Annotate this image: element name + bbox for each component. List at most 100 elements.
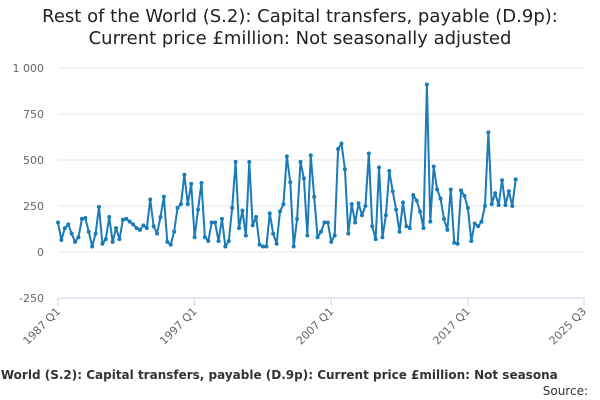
data-point[interactable]	[206, 238, 211, 243]
data-point[interactable]	[414, 198, 419, 203]
data-point[interactable]	[448, 187, 453, 192]
data-point[interactable]	[349, 202, 354, 207]
data-point[interactable]	[503, 203, 508, 208]
data-point[interactable]	[260, 244, 265, 249]
data-point[interactable]	[202, 235, 207, 240]
data-point[interactable]	[438, 196, 443, 201]
data-point[interactable]	[370, 224, 375, 229]
data-point[interactable]	[322, 220, 327, 225]
data-point[interactable]	[298, 159, 303, 164]
data-point[interactable]	[363, 204, 368, 208]
data-point[interactable]	[366, 151, 371, 156]
data-point[interactable]	[308, 153, 313, 158]
data-point[interactable]	[472, 221, 477, 226]
data-point[interactable]	[506, 189, 511, 194]
data-point[interactable]	[459, 188, 464, 193]
data-point[interactable]	[240, 208, 245, 213]
data-point[interactable]	[312, 194, 317, 199]
data-point[interactable]	[394, 207, 399, 212]
data-point[interactable]	[161, 194, 166, 199]
data-point[interactable]	[274, 241, 279, 246]
data-point[interactable]	[332, 233, 337, 238]
data-point[interactable]	[73, 239, 78, 244]
data-point[interactable]	[86, 229, 91, 234]
data-point[interactable]	[117, 237, 122, 242]
data-point[interactable]	[441, 216, 446, 221]
data-point[interactable]	[390, 189, 395, 194]
data-point[interactable]	[257, 242, 262, 247]
data-point[interactable]	[325, 220, 330, 225]
data-point[interactable]	[103, 237, 108, 242]
data-point[interactable]	[445, 227, 450, 232]
data-point[interactable]	[418, 209, 423, 214]
data-point[interactable]	[356, 201, 361, 206]
data-point[interactable]	[291, 244, 296, 249]
data-point[interactable]	[223, 244, 228, 249]
data-point[interactable]	[513, 177, 518, 182]
data-point[interactable]	[158, 215, 163, 220]
data-point[interactable]	[175, 205, 180, 210]
data-point[interactable]	[79, 216, 84, 221]
data-point[interactable]	[243, 233, 248, 238]
data-point[interactable]	[500, 178, 505, 183]
data-point[interactable]	[155, 231, 160, 236]
data-point[interactable]	[305, 233, 310, 238]
data-point[interactable]	[114, 226, 119, 231]
data-point[interactable]	[455, 241, 460, 246]
data-point[interactable]	[383, 213, 388, 218]
data-point[interactable]	[482, 204, 487, 208]
data-point[interactable]	[144, 226, 149, 231]
data-point[interactable]	[209, 220, 214, 225]
data-point[interactable]	[435, 187, 440, 192]
data-point[interactable]	[59, 238, 64, 243]
data-point[interactable]	[185, 202, 190, 207]
source-label[interactable]: Source:	[542, 384, 588, 398]
data-point[interactable]	[172, 229, 177, 234]
data-point[interactable]	[107, 215, 112, 220]
data-point[interactable]	[315, 235, 320, 240]
data-point[interactable]	[237, 226, 242, 231]
data-point[interactable]	[462, 193, 467, 198]
data-point[interactable]	[465, 205, 470, 210]
data-point[interactable]	[295, 216, 300, 221]
data-point[interactable]	[192, 235, 197, 240]
data-point[interactable]	[489, 202, 494, 207]
data-point[interactable]	[110, 239, 115, 244]
data-point[interactable]	[288, 180, 293, 185]
data-point[interactable]	[127, 219, 132, 224]
data-point[interactable]	[93, 231, 98, 236]
data-point[interactable]	[339, 141, 344, 146]
data-point[interactable]	[479, 219, 484, 224]
data-point[interactable]	[359, 213, 364, 218]
data-point[interactable]	[254, 215, 259, 220]
data-point[interactable]	[230, 205, 235, 210]
data-point[interactable]	[373, 237, 378, 242]
data-point[interactable]	[151, 224, 156, 229]
data-point[interactable]	[233, 159, 238, 164]
data-point[interactable]	[267, 211, 272, 216]
data-point[interactable]	[424, 82, 429, 87]
data-point[interactable]	[301, 176, 306, 181]
data-point[interactable]	[400, 200, 405, 205]
data-point[interactable]	[397, 229, 402, 234]
data-point[interactable]	[168, 242, 173, 247]
data-point[interactable]	[496, 203, 501, 208]
data-point[interactable]	[281, 202, 286, 207]
data-point[interactable]	[264, 244, 269, 249]
data-point[interactable]	[493, 191, 498, 196]
data-point[interactable]	[380, 235, 385, 240]
data-point[interactable]	[407, 226, 412, 231]
data-point[interactable]	[342, 167, 347, 172]
legend[interactable]: he World (S.2): Capital transfers, payab…	[0, 368, 600, 384]
data-point[interactable]	[196, 207, 201, 212]
data-point[interactable]	[199, 181, 204, 185]
data-point[interactable]	[278, 209, 283, 214]
data-point[interactable]	[213, 220, 218, 225]
data-point[interactable]	[165, 239, 170, 244]
data-point[interactable]	[486, 130, 491, 135]
data-point[interactable]	[120, 217, 125, 222]
data-point[interactable]	[148, 197, 153, 202]
data-point[interactable]	[353, 220, 358, 225]
data-point[interactable]	[137, 227, 142, 232]
data-point[interactable]	[387, 169, 392, 174]
